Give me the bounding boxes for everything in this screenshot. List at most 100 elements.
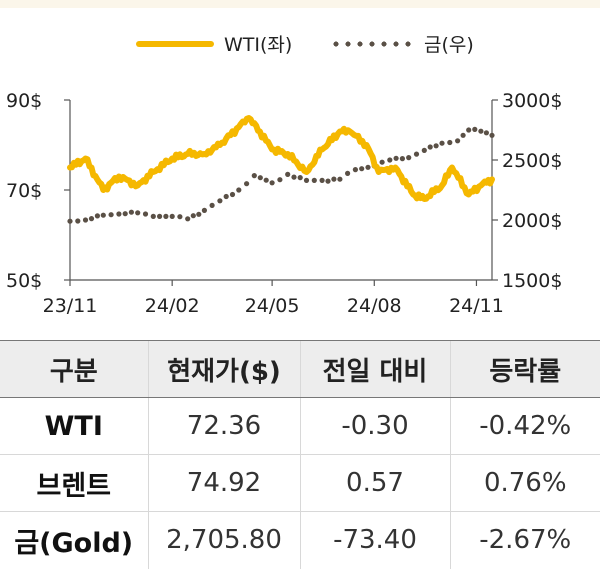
x-tick-label: 24/05 — [245, 295, 300, 317]
gold-point — [177, 214, 183, 220]
gold-point — [229, 191, 236, 198]
gold-point — [150, 213, 156, 219]
legend-label-wti: WTI(좌) — [224, 34, 293, 56]
gold-point — [387, 157, 393, 163]
gold-point — [82, 217, 89, 223]
gold-point — [135, 210, 141, 216]
gold-point — [251, 173, 257, 179]
gold-point — [466, 127, 472, 133]
right-tick-label: 1500$ — [502, 270, 562, 292]
gold-point — [142, 211, 149, 217]
gold-point — [345, 170, 351, 176]
gold-point — [439, 140, 445, 146]
table-row: 브렌트 74.92 0.57 0.76% — [0, 454, 600, 512]
gold-point — [455, 138, 461, 144]
legend-swatch-wti — [136, 40, 214, 47]
gold-point — [379, 159, 385, 165]
cell-price: 2,705.80 — [147, 511, 300, 569]
right-tick-label: 2000$ — [502, 210, 562, 232]
gold-point — [472, 126, 478, 132]
cell-change: 0.57 — [299, 454, 450, 512]
gold-point — [122, 211, 128, 217]
gold-point — [285, 171, 291, 177]
gold-point — [297, 175, 303, 181]
gold-point — [185, 216, 191, 222]
gold-point — [365, 164, 371, 170]
right-tick-label: 3000$ — [502, 90, 562, 112]
row-label: WTI — [44, 410, 103, 442]
gold-point — [190, 213, 196, 219]
legend-swatch-gold — [330, 40, 416, 47]
table-row: 금(Gold) 2,705.80 -73.40 -2.67% — [0, 511, 600, 569]
gold-point — [196, 211, 202, 217]
row-label: 금(Gold) — [0, 511, 148, 569]
cell-change: -73.40 — [299, 511, 450, 569]
table-header-row: 구분 현재가($) 전일 대비 등락률 — [0, 340, 600, 398]
gold-point — [433, 143, 439, 149]
header-rate: 등락률 — [449, 340, 600, 398]
price-chart: 90$ 70$ 50$ 3000$ 2500$ 2000$ 1500$ 23/11 24/02 2… — [6, 90, 562, 317]
gold-point — [163, 213, 169, 219]
cell-price: 72.36 — [147, 397, 300, 455]
legend-item-gold: 금(우) — [330, 30, 474, 57]
x-tick-label: 24/08 — [347, 295, 402, 317]
gold-point — [421, 147, 427, 153]
cell-price: 74.92 — [147, 454, 300, 512]
gold-point — [447, 139, 453, 146]
gold-point — [393, 155, 399, 161]
header-change: 전일 대비 — [299, 340, 450, 398]
gold-point — [88, 216, 95, 222]
gold-point — [244, 181, 250, 187]
gold-point — [352, 167, 358, 173]
legend-item-wti: WTI(좌) — [136, 30, 292, 57]
gold-point — [359, 166, 365, 172]
cell-rate: 0.76% — [449, 454, 600, 512]
left-tick-label: 90$ — [6, 90, 42, 112]
top-band — [0, 0, 600, 8]
gold-point — [311, 177, 317, 183]
gold-point — [223, 193, 229, 200]
gold-point — [337, 176, 343, 182]
gold-point — [108, 212, 114, 218]
gold-point — [460, 132, 466, 138]
cell-change: -0.30 — [299, 397, 450, 455]
left-tick-label: 70$ — [6, 180, 42, 202]
cell-rate: -2.67% — [449, 511, 600, 569]
gold-point — [319, 177, 325, 183]
header-price: 현재가($) — [147, 340, 300, 398]
price-table: 구분 현재가($) 전일 대비 등락률 WTI 72.36 -0.30 -0.4… — [0, 340, 600, 569]
cell-rate: -0.42% — [449, 397, 600, 455]
gold-point — [257, 175, 263, 181]
gold-point — [331, 176, 337, 182]
right-tick-label: 2500$ — [502, 150, 562, 172]
legend-label-gold: 금(우) — [424, 34, 474, 56]
gold-point — [269, 180, 275, 186]
gold-point — [201, 207, 207, 213]
gold-point — [291, 174, 297, 180]
gold-point — [128, 209, 134, 215]
x-tick-label: 23/11 — [43, 295, 98, 317]
gold-point — [263, 177, 269, 183]
gold-point — [489, 132, 495, 138]
gold-point — [67, 218, 73, 224]
gold-point — [94, 213, 100, 219]
x-tick-label: 24/02 — [145, 295, 200, 317]
row-label: 브렌트 — [0, 454, 148, 512]
gold-point — [325, 178, 331, 184]
table-row: WTI 72.36 -0.30 -0.42% — [0, 397, 600, 455]
gold-point — [116, 211, 122, 217]
gold-point — [100, 212, 106, 218]
gold-point — [413, 151, 420, 157]
gold-point — [157, 213, 163, 219]
gold-point — [209, 202, 215, 208]
x-tick-label: 24/11 — [449, 295, 504, 317]
gold-point — [75, 218, 81, 224]
wti-line — [67, 115, 495, 202]
gold-point — [217, 198, 223, 204]
gold-point — [427, 144, 433, 150]
gold-point — [169, 213, 175, 219]
gold-point — [406, 155, 412, 161]
gold-point — [277, 177, 283, 183]
chart-legend: WTI(좌) 금(우) — [0, 30, 600, 57]
gold-point — [303, 177, 310, 183]
